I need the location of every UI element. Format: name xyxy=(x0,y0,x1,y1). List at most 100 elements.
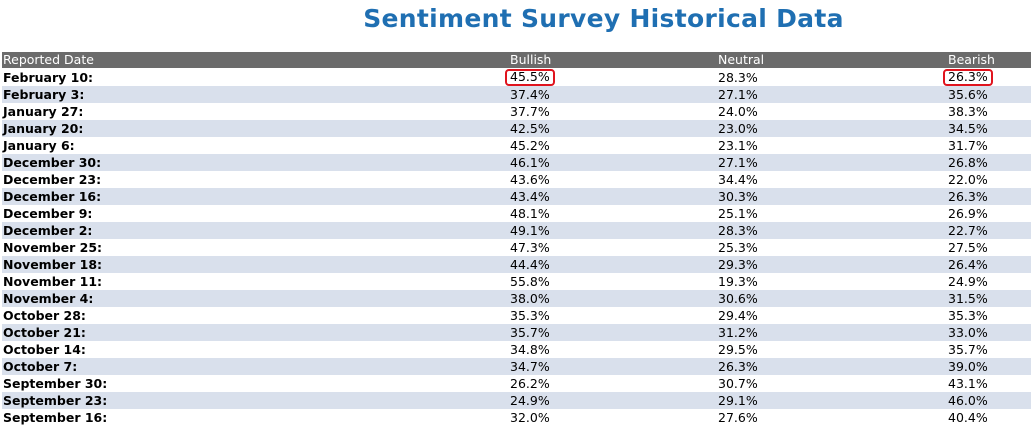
row-bullish: 49.1% xyxy=(510,223,550,238)
row-date: February 10: xyxy=(3,69,94,85)
row-bullish: 55.8% xyxy=(510,274,550,289)
row-date: February 3: xyxy=(3,87,85,102)
row-bullish-highlighted: 45.5% xyxy=(505,69,555,86)
row-date: October 14: xyxy=(3,342,86,357)
row-bearish: 26.3% xyxy=(807,68,1031,86)
row-bullish: 43.4% xyxy=(510,189,550,204)
header-row: Reported Date Bullish Neutral Bearish xyxy=(2,52,1031,68)
row-bullish: 32.0% xyxy=(510,410,550,425)
row-bullish: 48.1% xyxy=(510,206,550,221)
row-neutral: 25.1% xyxy=(718,206,758,221)
page-title-text: Sentiment Survey Historical Data xyxy=(363,4,844,33)
row-bullish: 44.4% xyxy=(510,257,550,272)
row-bearish: 46.0% xyxy=(948,393,988,408)
row-bearish: 38.3% xyxy=(948,104,988,119)
table-row: October 21: 35.7% 31.2% 33.0% xyxy=(2,324,1031,341)
row-date: November 4: xyxy=(3,291,94,306)
row-date: December 9: xyxy=(3,206,93,221)
row-bullish: 38.0% xyxy=(510,291,550,306)
row-date: September 23: xyxy=(3,393,108,408)
row-bearish: 34.5% xyxy=(948,121,988,136)
table-row: December 2: 49.1% 28.3% 22.7% xyxy=(2,222,1031,239)
row-neutral: 27.1% xyxy=(718,155,758,170)
row-neutral: 23.1% xyxy=(718,138,758,153)
row-date: December 16: xyxy=(3,189,102,204)
row-date: November 11: xyxy=(3,274,103,289)
header-reported-date: Reported Date xyxy=(3,52,94,67)
row-date: September 30: xyxy=(3,376,108,391)
row-bullish: 43.6% xyxy=(510,172,550,187)
row-bearish: 35.7% xyxy=(948,342,988,357)
row-neutral: 28.3% xyxy=(718,69,758,85)
table-row: November 25: 47.3% 25.3% 27.5% xyxy=(2,239,1031,256)
table-row: December 23: 43.6% 34.4% 22.0% xyxy=(2,171,1031,188)
row-bearish: 31.5% xyxy=(948,291,988,306)
table-row: December 16: 43.4% 30.3% 26.3% xyxy=(2,188,1031,205)
row-neutral: 25.3% xyxy=(718,240,758,255)
row-bearish: 26.8% xyxy=(948,155,988,170)
table-body: February 10: 45.5% 28.3% 26.3% February 3: 37… xyxy=(2,68,1031,426)
row-bearish: 24.9% xyxy=(948,274,988,289)
row-bearish: 35.6% xyxy=(948,87,988,102)
row-bullish: 35.3% xyxy=(510,308,550,323)
row-date: November 25: xyxy=(3,240,103,255)
row-neutral: 31.2% xyxy=(718,325,758,340)
table-row: September 23: 24.9% 29.1% 46.0% xyxy=(2,392,1031,409)
table-row: November 11: 55.8% 19.3% 24.9% xyxy=(2,273,1031,290)
row-bullish: 37.7% xyxy=(510,104,550,119)
table-row: September 16: 32.0% 27.6% 40.4% xyxy=(2,409,1031,426)
row-date: January 27: xyxy=(3,104,84,119)
row-bearish: 22.0% xyxy=(948,172,988,187)
row-neutral: 34.4% xyxy=(718,172,758,187)
row-bearish: 39.0% xyxy=(948,359,988,374)
table-row: September 30: 26.2% 30.7% 43.1% xyxy=(2,375,1031,392)
header-neutral: Neutral xyxy=(718,52,765,67)
row-neutral: 19.3% xyxy=(718,274,758,289)
row-bullish: 45.2% xyxy=(510,138,550,153)
row-bullish: 42.5% xyxy=(510,121,550,136)
row-neutral: 24.0% xyxy=(718,104,758,119)
table-header: Reported Date Bullish Neutral Bearish xyxy=(2,52,1031,68)
row-neutral: 29.4% xyxy=(718,308,758,323)
row-bearish: 26.9% xyxy=(948,206,988,221)
row-neutral: 26.3% xyxy=(718,359,758,374)
row-bearish: 31.7% xyxy=(948,138,988,153)
row-date: September 16: xyxy=(3,410,108,425)
table-row: October 14: 34.8% 29.5% 35.7% xyxy=(2,341,1031,358)
row-bullish: 45.5% xyxy=(422,68,622,86)
table-row: October 28: 35.3% 29.4% 35.3% xyxy=(2,307,1031,324)
sentiment-table: Reported Date Bullish Neutral Bearish Fe… xyxy=(2,52,1031,426)
row-bearish-highlighted: 26.3% xyxy=(943,69,993,86)
row-neutral: 28.3% xyxy=(718,223,758,238)
row-date: December 2: xyxy=(3,223,93,238)
table-row: January 6: 45.2% 23.1% 31.7% xyxy=(2,137,1031,154)
row-bearish: 33.0% xyxy=(948,325,988,340)
row-date: January 20: xyxy=(3,121,84,136)
row-bullish: 47.3% xyxy=(510,240,550,255)
row-bullish: 35.7% xyxy=(510,325,550,340)
row-bullish: 24.9% xyxy=(510,393,550,408)
row-bullish: 34.8% xyxy=(510,342,550,357)
row-bullish: 37.4% xyxy=(510,87,550,102)
table-row: November 18: 44.4% 29.3% 26.4% xyxy=(2,256,1031,273)
table-row: December 9: 48.1% 25.1% 26.9% xyxy=(2,205,1031,222)
row-date: January 6: xyxy=(3,138,75,153)
row-bullish: 26.2% xyxy=(510,376,550,391)
row-date: October 28: xyxy=(3,308,86,323)
row-date: October 7: xyxy=(3,359,78,374)
row-neutral: 23.0% xyxy=(718,121,758,136)
row-neutral: 27.1% xyxy=(718,87,758,102)
row-date: November 18: xyxy=(3,257,103,272)
table-row: February 10: 45.5% 28.3% 26.3% xyxy=(2,68,1031,86)
header-bearish: Bearish xyxy=(948,52,995,67)
page-title: Sentiment Survey Historical Data xyxy=(0,2,1031,36)
row-bearish: 26.3% xyxy=(948,189,988,204)
table-row: November 4: 38.0% 30.6% 31.5% xyxy=(2,290,1031,307)
table-row: January 20: 42.5% 23.0% 34.5% xyxy=(2,120,1031,137)
row-neutral: 29.3% xyxy=(718,257,758,272)
row-neutral: 30.6% xyxy=(718,291,758,306)
row-bearish: 22.7% xyxy=(948,223,988,238)
row-date: December 23: xyxy=(3,172,102,187)
row-neutral: 30.7% xyxy=(718,376,758,391)
row-bearish: 40.4% xyxy=(948,410,988,425)
